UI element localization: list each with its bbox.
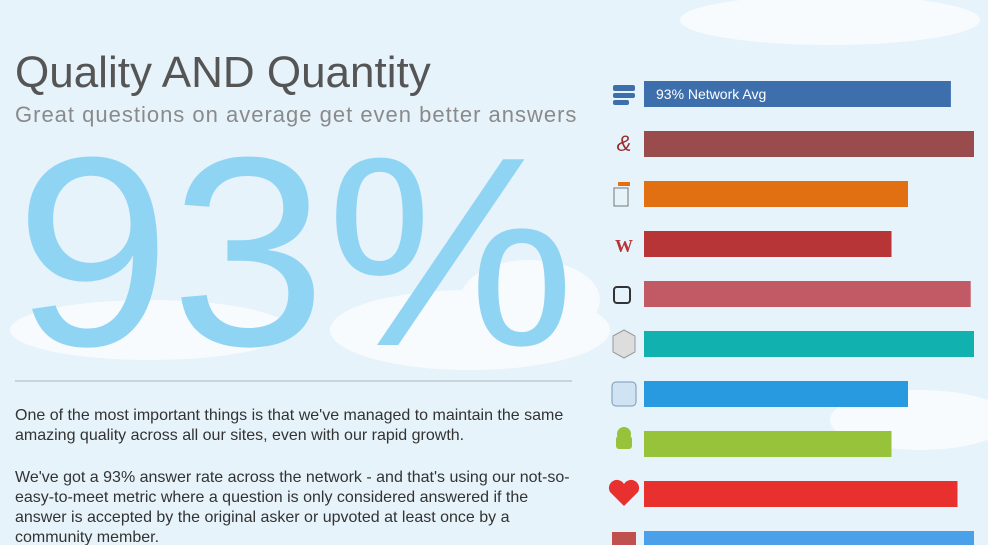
bar <box>644 431 892 457</box>
bar <box>644 131 974 157</box>
title: Quality AND Quantity <box>15 48 431 97</box>
bar <box>644 231 892 257</box>
svg-text:&: & <box>617 131 632 156</box>
bar <box>644 181 908 207</box>
subtitle: Great questions on average get even bett… <box>15 102 577 127</box>
bar <box>644 481 958 507</box>
paragraph: We've got a 93% answer rate across the n… <box>15 469 570 545</box>
bar <box>644 381 908 407</box>
bar-label: 93% Network Avg <box>656 86 766 102</box>
paragraph: One of the most important things is that… <box>15 407 564 444</box>
site-icons: & W <box>608 85 640 545</box>
bar <box>644 331 974 357</box>
big-stat: 93% <box>15 102 575 403</box>
bar <box>644 281 971 307</box>
svg-text:W: W <box>615 236 633 256</box>
bar <box>644 81 951 107</box>
bar <box>644 531 974 545</box>
